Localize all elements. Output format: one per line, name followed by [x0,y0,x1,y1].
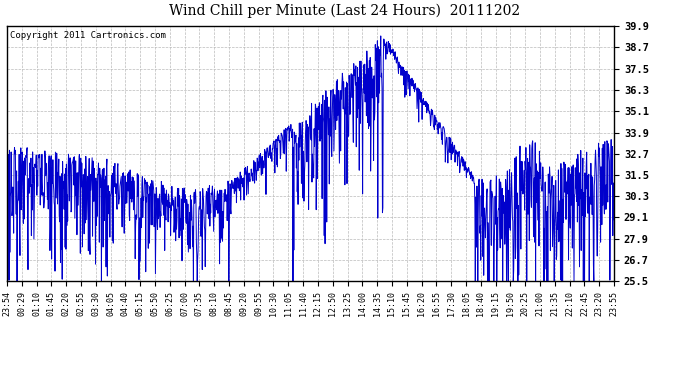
Text: Copyright 2011 Cartronics.com: Copyright 2011 Cartronics.com [10,32,166,40]
Text: Wind Chill per Minute (Last 24 Hours)  20111202: Wind Chill per Minute (Last 24 Hours) 20… [170,4,520,18]
